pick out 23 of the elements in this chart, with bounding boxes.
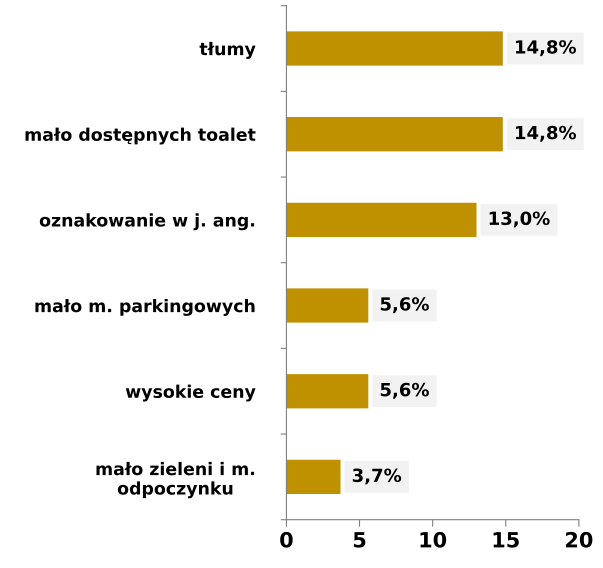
data-label: 3,7% [352,468,402,484]
x-tick-label: 0 [280,532,293,548]
bar [286,288,368,323]
bar [286,460,341,494]
y-tick-label: wysokie ceny [126,384,256,402]
bar [286,31,503,66]
data-label: 14,8% [516,126,576,142]
bar [286,117,503,152]
y-tick-label: tłumy [200,42,256,59]
data-label: 14,8% [516,40,576,56]
x-tick-label: 5 [354,532,366,548]
y-tick-label: oznakowanie w j. ang. [40,213,254,230]
y-tick-label: mało dostępnych toalet [26,128,256,145]
data-label: 5,6% [380,297,429,314]
x-tick-label: 15 [494,532,519,548]
bar [286,374,368,408]
y-tick-label: mało m. parkingowych [35,298,255,316]
x-tick-label: 10 [420,532,446,548]
data-label: 5,6% [380,382,429,399]
bar [286,202,477,237]
x-tick-label: 20 [566,532,592,548]
y-tick-label: mało zieleni i m. odpoczynku [96,462,254,498]
data-label: 13,0% [490,211,550,228]
